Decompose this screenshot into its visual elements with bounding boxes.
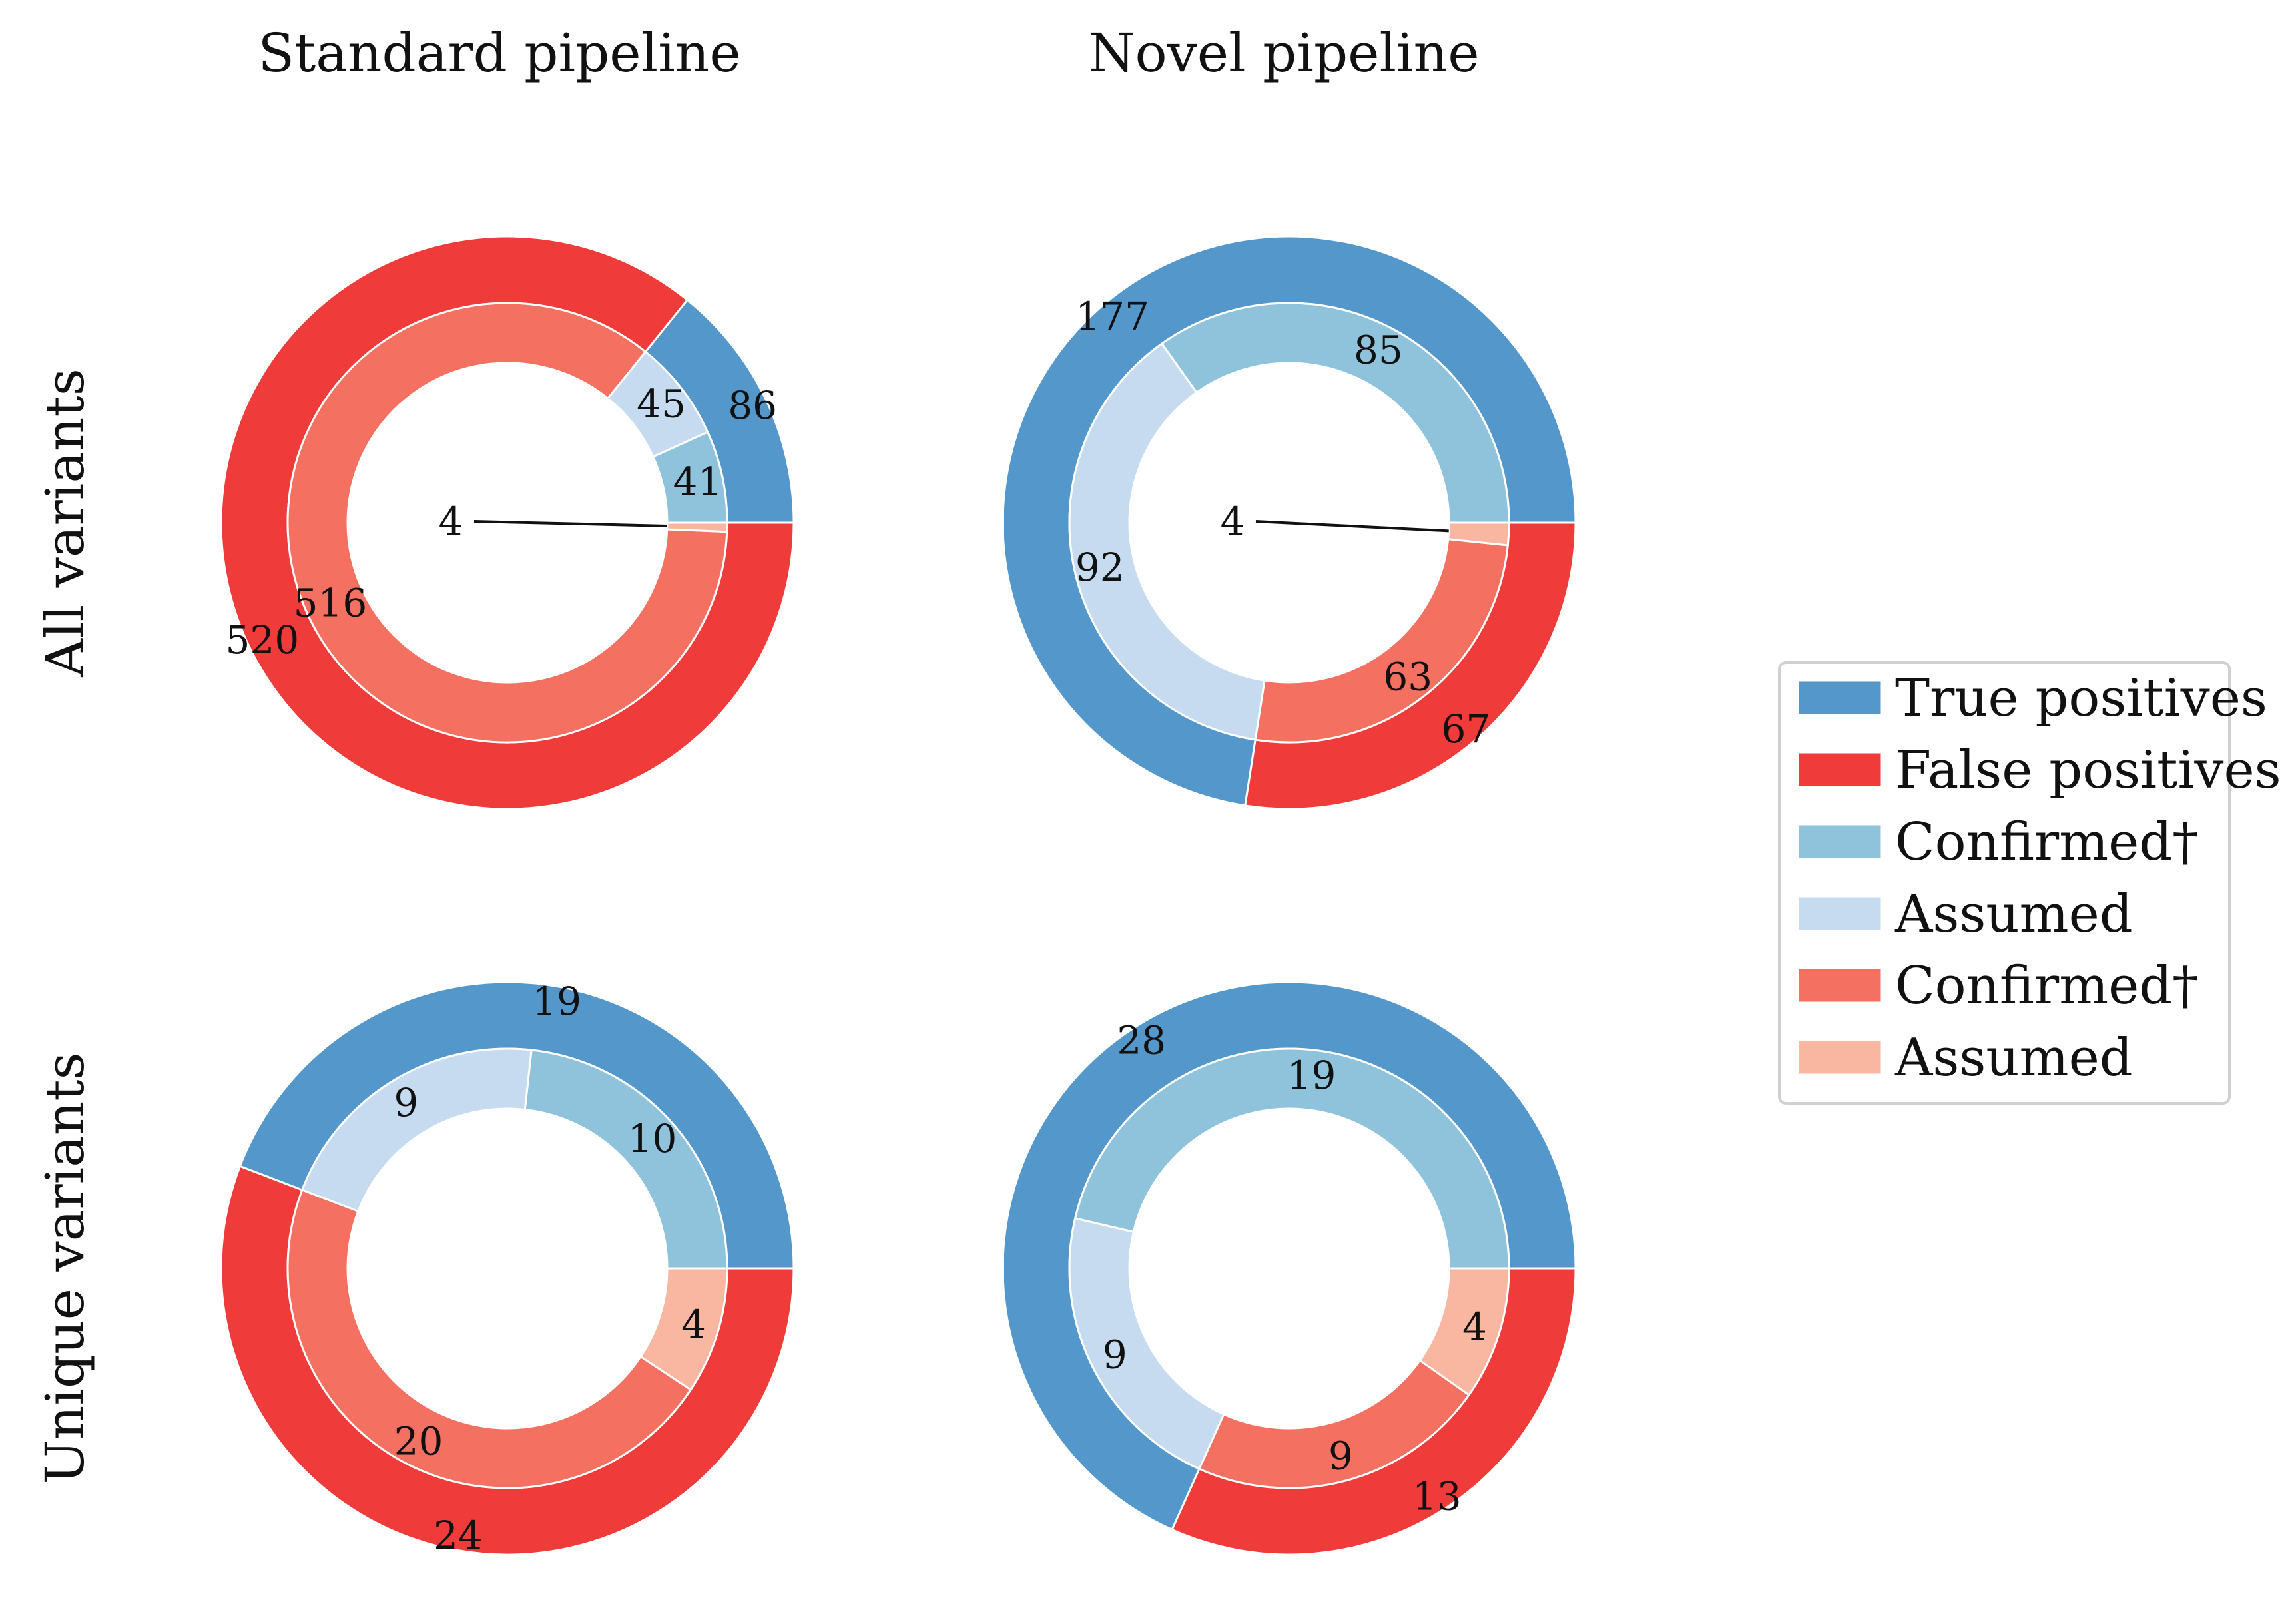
outer-value-label-0: 28 [1117,1018,1166,1063]
inner-slice-confirmed-2 [1198,1358,1471,1489]
inner-slice-assumed-3 [1418,1267,1510,1396]
inner-leader-line-3 [1255,520,1449,533]
legend-label-tp-assumed: Assumed [1894,884,2133,944]
legend-swatch-fp-confirmed [1797,967,1883,1004]
inner-value-label-0: 10 [628,1116,677,1161]
inner-value-label-2: 63 [1383,654,1432,699]
donut-novel-unique: 28 13 19 9 9 4 [1002,981,1577,1556]
outer-value-label-0: 19 [532,979,581,1024]
inner-value-label-1: 92 [1075,545,1125,590]
inner-value-label-2: 20 [394,1419,443,1464]
inner-value-label-3: 4 [681,1302,706,1347]
inner-slice-confirmed-2 [286,302,728,744]
inner-slice-assumed-3 [666,521,728,533]
inner-value-label-0: 85 [1354,328,1403,373]
legend-swatch-true-positives [1797,679,1883,716]
legend-label-true-positives: True positives [1895,668,2267,728]
inner-slice-assumed-3 [1447,521,1510,547]
inner-leader-line-3 [473,520,667,527]
inner-slice-confirmed-0 [1160,302,1510,524]
inner-slice-assumed-3 [639,1267,728,1392]
inner-value-label-3: 4 [1221,499,1245,544]
inner-value-label-2: 9 [1328,1434,1353,1479]
inner-value-label-3: 4 [1462,1304,1487,1350]
legend: True positives False positives Confirmed… [1778,661,2281,1105]
outer-value-label-0: 86 [728,383,777,428]
legend-swatch-tp-assumed [1797,895,1883,932]
inner-value-label-2: 516 [294,580,368,625]
legend-swatch-false-positives [1797,751,1883,788]
legend-label-false-positives: False positives [1895,740,2281,800]
legend-swatch-tp-confirmed [1797,823,1883,860]
inner-slice-assumed-1 [1068,1217,1225,1471]
inner-slice-confirmed-0 [1073,1047,1510,1270]
col-title-novel: Novel pipeline [1088,22,1479,84]
legend-label-fp-assumed: Assumed [1894,1028,2133,1088]
row-title-unique: Unique variants [34,1052,96,1484]
inner-slice-confirmed-2 [1254,538,1509,744]
inner-value-label-0: 41 [673,459,722,504]
inner-value-label-1: 45 [637,381,686,426]
col-title-standard: Standard pipeline [258,22,740,84]
outer-value-label-0: 177 [1075,294,1149,339]
legend-swatch-fp-assumed [1797,1039,1883,1076]
legend-frame [1778,661,2231,1105]
outer-value-label-1: 24 [433,1513,483,1558]
inner-value-label-1: 9 [394,1080,418,1125]
legend-label-tp-confirmed: Confirmed† [1895,812,2198,872]
donut-standard-all: 86 520 41 45 516 4 [220,235,795,810]
inner-value-label-0: 19 [1287,1053,1336,1098]
inner-slice-confirmed-2 [286,1189,693,1489]
row-title-all: All variants [34,368,96,678]
legend-label-fp-confirmed: Confirmed† [1895,956,2198,1016]
inner-value-label-1: 9 [1103,1332,1127,1378]
inner-slice-assumed-1 [1068,342,1266,741]
outer-value-label-1: 520 [226,617,300,663]
donut-standard-unique: 19 24 10 9 20 4 [220,979,795,1558]
donut-novel-all: 177 67 85 92 63 4 [1002,235,1577,810]
inner-value-label-3: 4 [439,499,463,544]
outer-value-label-1: 13 [1412,1473,1462,1519]
outer-value-label-1: 67 [1441,706,1490,752]
